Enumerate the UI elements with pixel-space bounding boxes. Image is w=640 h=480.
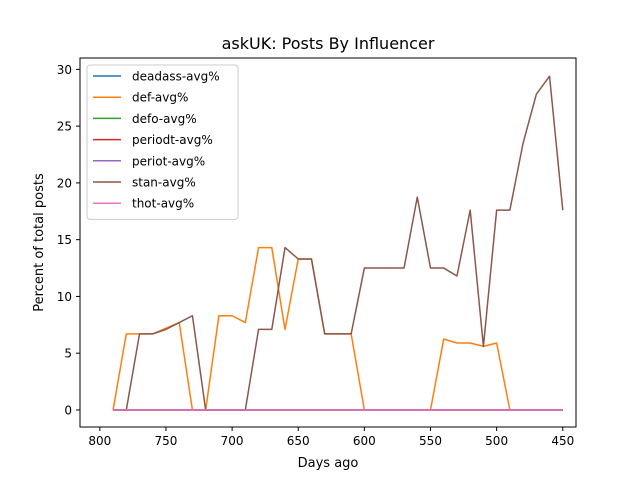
y-tick-label: 5 — [64, 347, 72, 361]
plot-lines — [112, 75, 564, 411]
x-tick-label: 600 — [353, 434, 376, 448]
legend-entry: def-avg% — [93, 91, 188, 105]
y-axis-ticks: 0 5 10 15 20 25 30 — [57, 63, 80, 417]
y-tick-label: 15 — [57, 233, 72, 247]
x-tick-label: 650 — [287, 434, 310, 448]
legend-label: deadass-avg% — [132, 70, 220, 84]
legend-entry: defo-avg% — [93, 112, 197, 126]
x-tick-label: 750 — [155, 434, 178, 448]
legend-label: periodt-avg% — [132, 133, 213, 147]
legend-entry: stan-avg% — [93, 176, 196, 190]
y-tick-label: 30 — [57, 63, 72, 77]
x-tick-label: 700 — [221, 434, 244, 448]
legend-box — [86, 64, 239, 220]
x-tick-label: 450 — [551, 434, 574, 448]
legend-label: thot-avg% — [132, 197, 194, 211]
y-tick-label: 0 — [64, 403, 72, 417]
y-axis-label: Percent of total posts — [32, 173, 47, 312]
y-tick-label: 20 — [57, 176, 72, 190]
legend-label: periot-avg% — [132, 154, 205, 168]
legend-entry: periot-avg% — [93, 154, 205, 168]
legend-label: defo-avg% — [132, 112, 197, 126]
x-axis-ticks: 800 750 700 650 600 550 500 450 — [88, 427, 574, 448]
legend-entry: deadass-avg% — [93, 70, 220, 84]
legend-entry: thot-avg% — [93, 197, 194, 211]
x-tick-label: 800 — [88, 434, 111, 448]
x-axis-label: Days ago — [298, 456, 359, 471]
legend-entry: periodt-avg% — [93, 133, 213, 147]
x-tick-label: 550 — [419, 434, 442, 448]
series-line-def-avg- — [112, 246, 563, 411]
legend-label: stan-avg% — [132, 176, 196, 190]
y-tick-label: 25 — [57, 120, 72, 134]
y-tick-label: 10 — [57, 290, 72, 304]
legend-label: def-avg% — [132, 91, 188, 105]
x-tick-label: 500 — [485, 434, 508, 448]
plot-frame — [79, 57, 577, 428]
legend: deadass-avg% def-avg% defo-avg% periodt-avg… — [86, 64, 239, 220]
chart-title: askUK: Posts By Influencer — [222, 34, 435, 53]
series-line-stan-avg- — [113, 75, 564, 411]
